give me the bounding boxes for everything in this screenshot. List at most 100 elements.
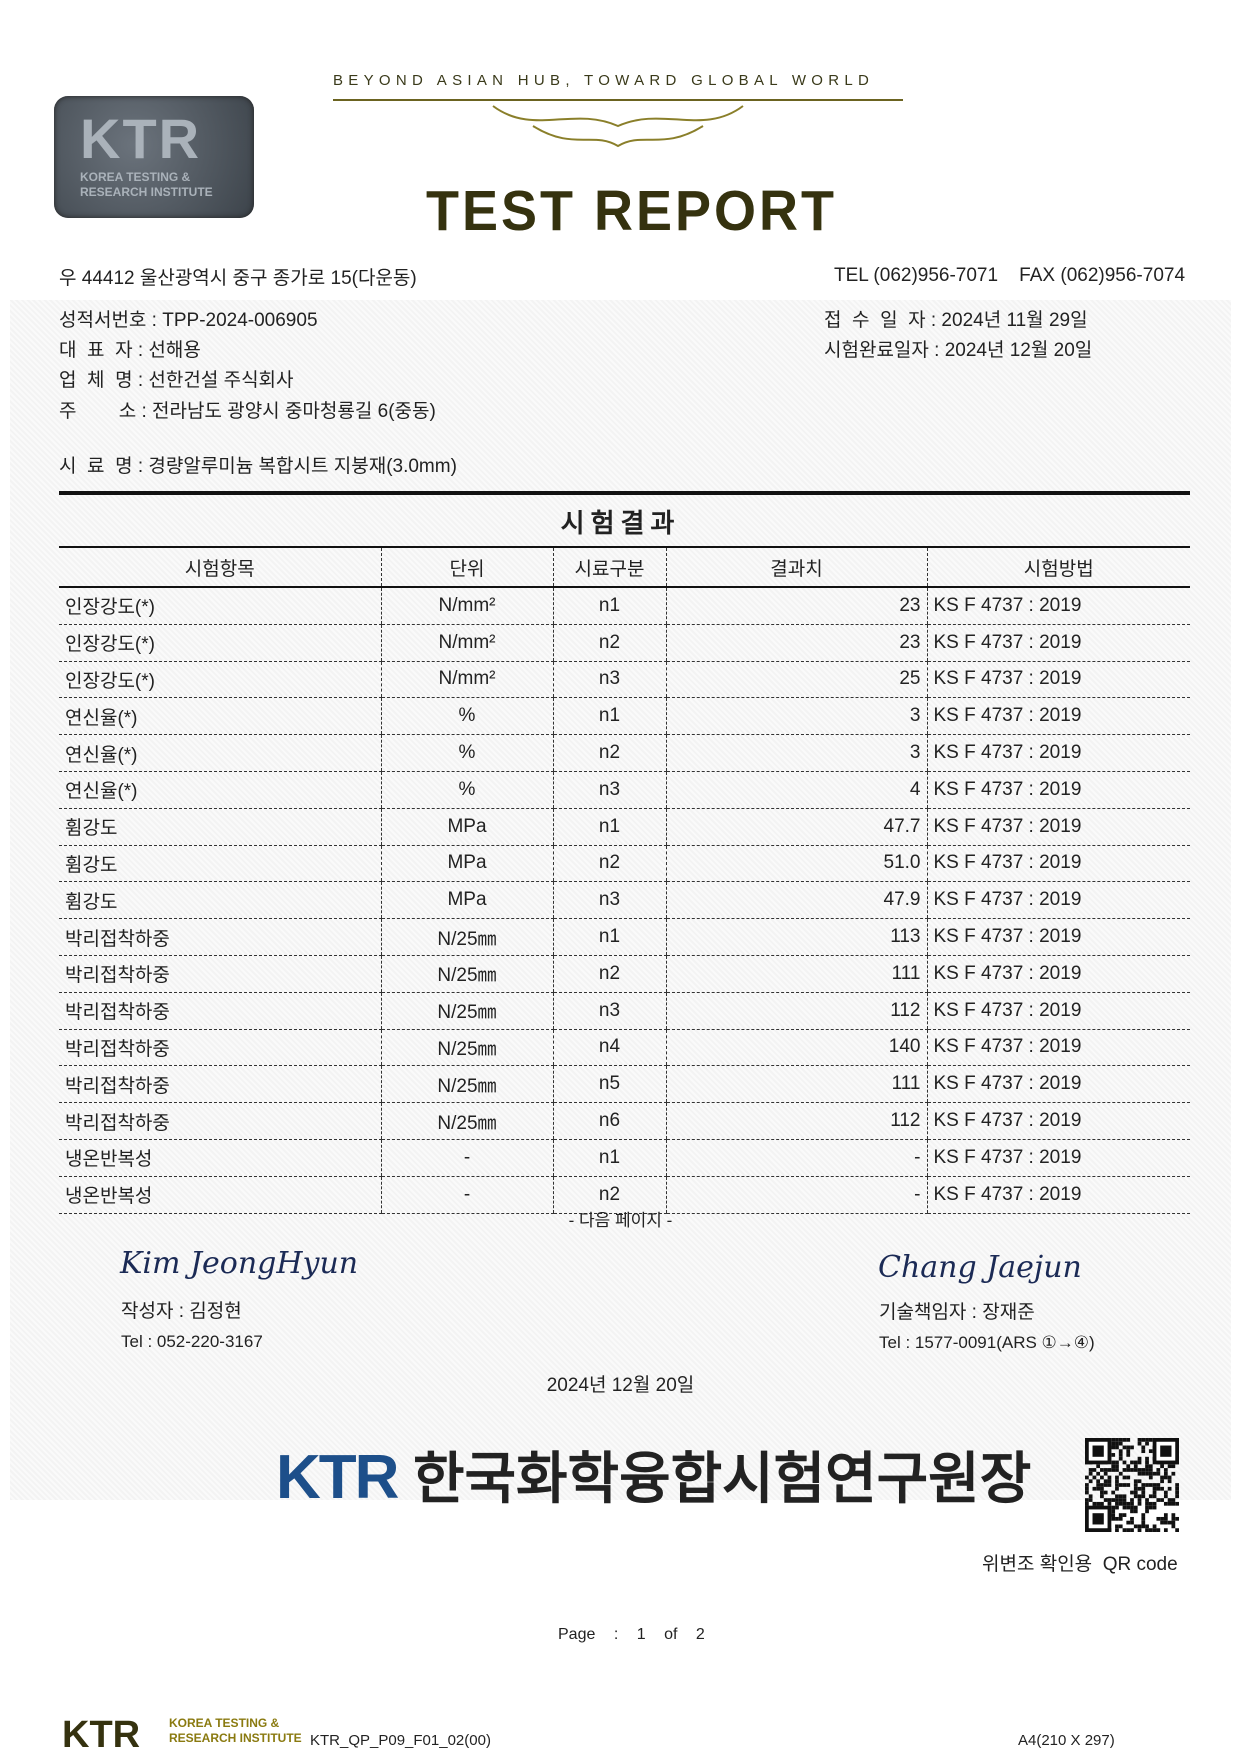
sample-id: n1 xyxy=(552,587,666,625)
sample-id: n3 xyxy=(552,992,666,1030)
test-method: KS F 4737 : 2019 xyxy=(926,845,1190,883)
table-row: 박리접착하중 N/25㎜ n5 111 KS F 4737 : 2019 xyxy=(59,1065,1190,1104)
sample-name: 시 료 명 : 경량알루미늄 복합시트 지붕재(3.0mm) xyxy=(59,456,457,477)
unit: N/25㎜ xyxy=(380,955,553,993)
result-value: 47.9 xyxy=(665,881,927,920)
result-value: 3 xyxy=(665,697,927,736)
result-value: 3 xyxy=(665,734,927,772)
unit: % xyxy=(380,734,553,772)
received-date: 접 수 일 자 : 2024년 11월 29일 xyxy=(824,310,1088,331)
unit: N/mm² xyxy=(380,587,553,625)
table-row: 박리접착하중 N/25㎜ n4 140 KS F 4737 : 2019 xyxy=(59,1029,1190,1067)
tech-manager-tel: Tel : 1577-0091(ARS ①→④) xyxy=(879,1333,1095,1352)
test-method: KS F 4737 : 2019 xyxy=(926,1102,1190,1140)
table-row: 연신율(*)% n1 3 KS F 4737 : 2019 xyxy=(59,697,1190,736)
unit: MPa xyxy=(380,881,553,920)
table-row: 휨강도 MPa n3 47.9 KS F 4737 : 2019 xyxy=(59,881,1190,920)
test-item: 인장강도(*) xyxy=(59,661,381,699)
sample-id: n2 xyxy=(552,955,666,993)
slogan: BEYOND ASIAN HUB, TOWARD GLOBAL WORLD xyxy=(333,72,875,89)
test-method: KS F 4737 : 2019 xyxy=(926,1029,1190,1067)
footer-logo-subtitle: KOREA TESTING & RESEARCH INSTITUTE xyxy=(169,1716,302,1745)
report-title: TEST REPORT xyxy=(426,179,838,243)
lab-contact: TEL (062)956-7071 FAX (062)956-7074 xyxy=(834,265,1186,286)
ktr-logo: KTR KOREA TESTING & RESEARCH INSTITUTE xyxy=(54,96,254,218)
result-value: 112 xyxy=(665,1102,927,1140)
form-code: KTR_QP_P09_F01_02(00) xyxy=(310,1732,491,1749)
result-value: - xyxy=(665,1176,927,1214)
tech-manager-signature: Chang Jaejun xyxy=(878,1250,1082,1285)
sample-id: n2 xyxy=(552,1176,666,1214)
result-value: 51.0 xyxy=(665,845,927,883)
test-item: 박리접착하중 xyxy=(59,1102,381,1140)
company-name: 업 체 명 : 선한건설 주식회사 xyxy=(59,370,294,391)
issuer-name: KTR 한국화학융합시험연구원장 xyxy=(276,1443,1032,1512)
table-row: 연신율(*)% n3 4 KS F 4737 : 2019 xyxy=(59,771,1190,809)
report-number: 성적서번호 : TPP-2024-006905 xyxy=(59,310,318,331)
sample-id: n2 xyxy=(552,845,666,883)
sample-id: n1 xyxy=(552,808,666,846)
test-item: 박리접착하중 xyxy=(59,1065,381,1104)
column-header: 결과치 xyxy=(665,546,927,588)
column-header: 시험방법 xyxy=(926,546,1190,588)
test-item: 연신율(*) xyxy=(59,734,381,772)
sample-id: n1 xyxy=(552,697,666,736)
result-value: 140 xyxy=(665,1029,927,1067)
footer-logo: KTR xyxy=(62,1714,141,1756)
divider xyxy=(59,491,1190,495)
qr-label: 위변조 확인용 QR code xyxy=(982,1554,1178,1575)
sample-id: n3 xyxy=(552,881,666,920)
test-item: 휨강도 xyxy=(59,845,381,883)
unit: - xyxy=(380,1139,553,1177)
sample-id: n3 xyxy=(552,771,666,809)
test-item: 박리접착하중 xyxy=(59,1029,381,1067)
test-item: 박리접착하중 xyxy=(59,918,381,956)
test-item: 인장강도(*) xyxy=(59,587,381,625)
test-item: 냉온반복성 xyxy=(59,1176,381,1214)
section-title: 시험결과 xyxy=(560,508,681,538)
unit: N/25㎜ xyxy=(380,1065,553,1104)
test-item: 연신율(*) xyxy=(59,771,381,809)
table-row: 박리접착하중 N/25㎜ n3 112 KS F 4737 : 2019 xyxy=(59,992,1190,1030)
sample-id: n1 xyxy=(552,1139,666,1177)
table-row: 인장강도(*) N/mm² n2 23 KS F 4737 : 2019 xyxy=(59,624,1190,662)
tech-manager: 기술책임자 : 장재준 xyxy=(879,1302,1035,1323)
test-method: KS F 4737 : 2019 xyxy=(926,1176,1190,1214)
test-method: KS F 4737 : 2019 xyxy=(926,992,1190,1030)
author-signature: Kim JeongHyun xyxy=(120,1246,359,1281)
table-row: 박리접착하중 N/25㎜ n6 112 KS F 4737 : 2019 xyxy=(59,1102,1190,1140)
table-row: 휨강도 MPa n1 47.7 KS F 4737 : 2019 xyxy=(59,808,1190,846)
test-method: KS F 4737 : 2019 xyxy=(926,1139,1190,1177)
ornament-divider xyxy=(333,99,903,148)
table-row: 인장강도(*) N/mm² n1 23 KS F 4737 : 2019 xyxy=(59,587,1190,625)
result-value: 113 xyxy=(665,918,927,956)
test-method: KS F 4737 : 2019 xyxy=(926,661,1190,699)
unit: % xyxy=(380,697,553,736)
result-value: 4 xyxy=(665,771,927,809)
test-method: KS F 4737 : 2019 xyxy=(926,808,1190,846)
test-item: 휨강도 xyxy=(59,808,381,846)
test-method: KS F 4737 : 2019 xyxy=(926,771,1190,809)
test-method: KS F 4737 : 2019 xyxy=(926,734,1190,772)
representative: 대 표 자 : 선해용 xyxy=(59,340,201,361)
test-method: KS F 4737 : 2019 xyxy=(926,918,1190,956)
test-method: KS F 4737 : 2019 xyxy=(926,955,1190,993)
unit: MPa xyxy=(380,845,553,883)
table-row: 박리접착하중 N/25㎜ n2 111 KS F 4737 : 2019 xyxy=(59,955,1190,993)
completed-date: 시험완료일자 : 2024년 12월 20일 xyxy=(824,340,1093,361)
unit: N/25㎜ xyxy=(380,992,553,1030)
test-method: KS F 4737 : 2019 xyxy=(926,624,1190,662)
column-header: 시험항목 xyxy=(59,546,381,588)
test-method: KS F 4737 : 2019 xyxy=(926,881,1190,920)
test-item: 박리접착하중 xyxy=(59,992,381,1030)
table-row: 냉온반복성 - n2- KS F 4737 : 2019 xyxy=(59,1176,1190,1214)
unit: N/25㎜ xyxy=(380,1102,553,1140)
test-method: KS F 4737 : 2019 xyxy=(926,697,1190,736)
result-value: 112 xyxy=(665,992,927,1030)
test-item: 인장강도(*) xyxy=(59,624,381,662)
sample-id: n1 xyxy=(552,918,666,956)
result-value: 25 xyxy=(665,661,927,699)
table-row: 박리접착하중 N/25㎜ n1 113 KS F 4737 : 2019 xyxy=(59,918,1190,956)
column-header: 시료구분 xyxy=(552,546,666,588)
table-row: 연신율(*)% n2 3 KS F 4737 : 2019 xyxy=(59,734,1190,772)
